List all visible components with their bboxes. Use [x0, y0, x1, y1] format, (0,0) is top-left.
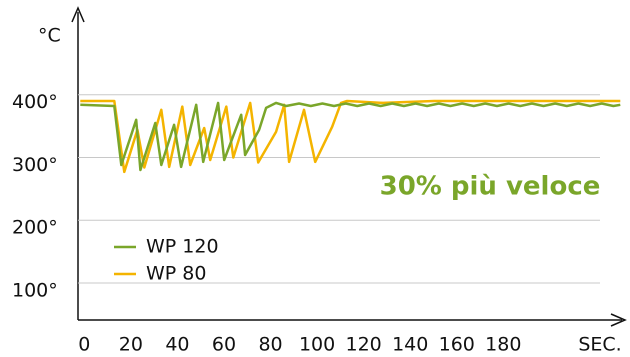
x-tick-label: 40 [165, 334, 189, 356]
y-axis-arrow [71, 6, 85, 23]
x-tick-label: 120 [346, 334, 382, 356]
x-tick-label: 0 [78, 334, 90, 356]
y-tick-label: 300° [12, 154, 58, 176]
x-tick-label: 160 [439, 334, 475, 356]
x-tick-label: 80 [258, 334, 282, 356]
y-tick-label: 100° [12, 279, 58, 301]
x-tick-label: 20 [119, 334, 143, 356]
legend-label: WP 120 [146, 236, 219, 258]
legend-label: WP 80 [146, 263, 206, 285]
x-axis-label: SEC. [578, 334, 621, 356]
x-tick-label: 100 [299, 334, 335, 356]
x-tick-label: 60 [212, 334, 236, 356]
series-line [80, 101, 621, 172]
y-tick-label: 400° [12, 91, 58, 113]
y-tick-label: 200° [12, 217, 58, 239]
y-axis-label: °C [38, 25, 61, 47]
x-axis-arrow [610, 313, 627, 327]
x-tick-label: 180 [485, 334, 521, 356]
annotation: 30% più veloce [380, 172, 601, 202]
x-tick-label: 140 [392, 334, 428, 356]
